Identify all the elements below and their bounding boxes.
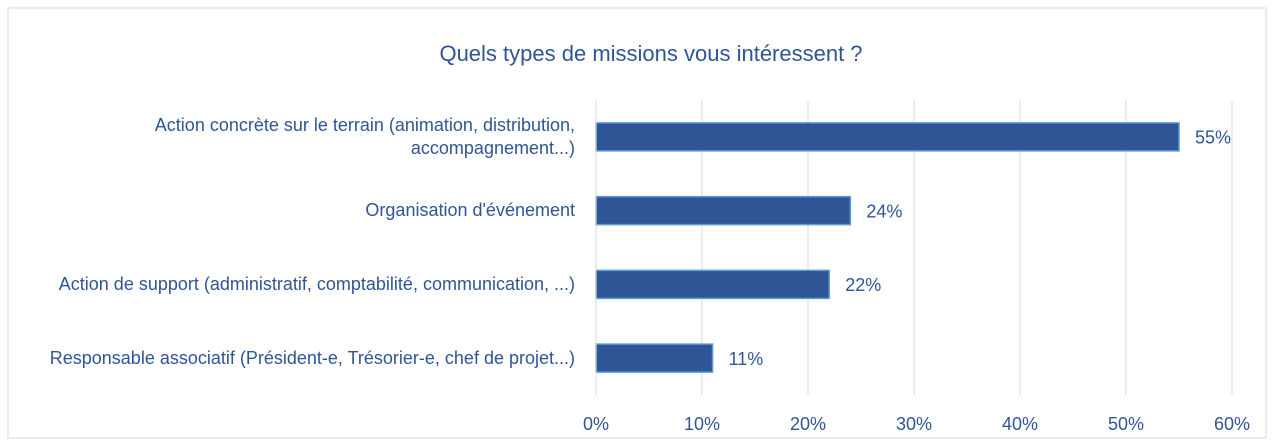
category-label: Organisation d'événement [365,200,575,221]
value-label: 24% [866,201,902,221]
bar [595,343,714,373]
x-tick-label: 40% [1002,414,1038,434]
x-tick-label: 50% [1108,414,1144,434]
value-label: 11% [729,349,764,369]
category-label: Action de support (administratif, compta… [58,273,575,294]
x-tick-label: 0% [583,414,609,434]
bar [595,195,852,226]
chart-title: Quels types de missions vous intéressent… [439,41,862,66]
x-tick-label: 60% [1214,414,1250,434]
x-tick-label: 30% [896,414,932,434]
value-label: 55% [1195,128,1231,148]
value-label: 22% [845,275,881,295]
bar [595,269,830,300]
x-tick-label: 10% [684,414,720,434]
category-label: Action concrète sur le terrain (animatio… [154,114,575,158]
x-tick-label: 20% [790,414,826,434]
bar [595,122,1180,152]
category-label: Responsable associatif (Président-e, Tré… [49,347,575,368]
